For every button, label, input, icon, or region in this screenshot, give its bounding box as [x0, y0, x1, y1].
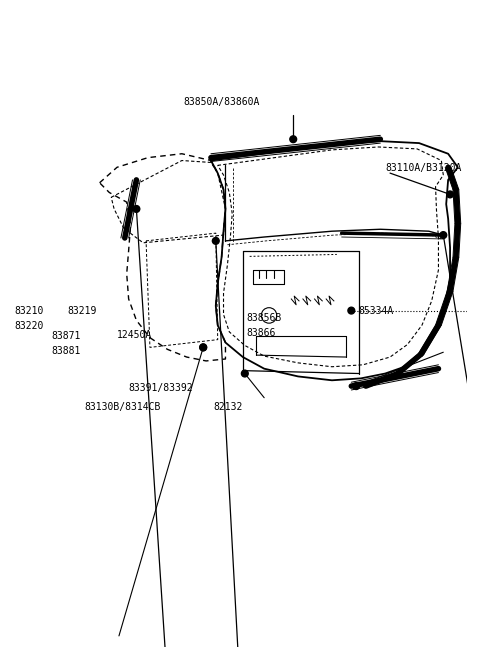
Circle shape: [133, 206, 140, 212]
Text: 83219: 83219: [68, 306, 97, 315]
Circle shape: [241, 370, 248, 377]
Text: 12450A: 12450A: [117, 330, 152, 340]
Circle shape: [200, 344, 206, 351]
Text: 83850A/83860A: 83850A/83860A: [183, 97, 260, 108]
Text: 83220: 83220: [14, 321, 44, 331]
Circle shape: [348, 307, 355, 314]
Circle shape: [353, 383, 360, 390]
Text: 83110A/B3120A: 83110A/B3120A: [385, 164, 462, 173]
Text: 83391/83392: 83391/83392: [129, 383, 193, 393]
Text: 85334A: 85334A: [358, 306, 393, 315]
Text: 83881: 83881: [51, 346, 81, 356]
Circle shape: [200, 344, 206, 351]
Text: 83866: 83866: [247, 328, 276, 338]
Circle shape: [290, 136, 297, 143]
Text: 83210: 83210: [14, 306, 44, 315]
Text: 83856B: 83856B: [247, 313, 282, 323]
Circle shape: [447, 191, 454, 198]
Text: 83130B/8314CB: 83130B/8314CB: [84, 402, 160, 413]
Text: 83871: 83871: [51, 330, 81, 341]
Circle shape: [440, 232, 447, 238]
Circle shape: [212, 237, 219, 244]
Text: 82132: 82132: [214, 402, 243, 413]
